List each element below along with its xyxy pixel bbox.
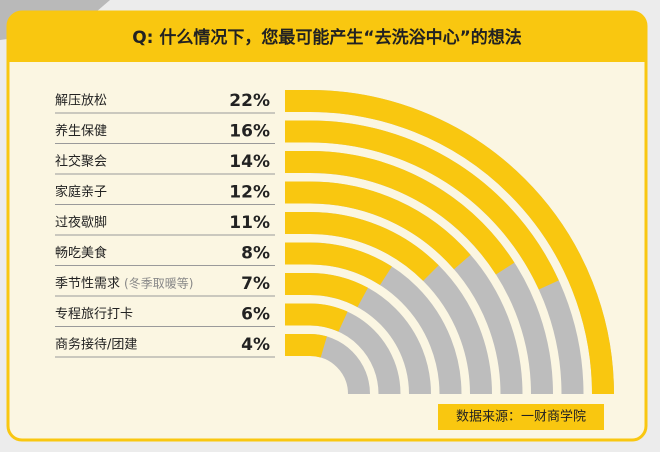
source: 数据来源：一财商学院 (456, 409, 586, 425)
ring-bar (285, 242, 392, 286)
category-note: (冬季取暖等) (124, 276, 193, 291)
value-label: 14% (229, 152, 270, 172)
source-box (438, 404, 604, 430)
ring-bar (285, 120, 559, 290)
category-label: 解压放松 (55, 94, 107, 109)
ring-bar (285, 90, 614, 395)
category-label: 养生保健 (55, 123, 107, 139)
value-label: 8% (241, 244, 270, 264)
value-label: 11% (229, 213, 270, 233)
category-label: 社交聚会 (55, 154, 107, 170)
category-label: 季节性需求 (55, 277, 120, 292)
category-label: 商务接待/团建 (55, 337, 137, 353)
ring-bar (285, 303, 348, 332)
value-label: 6% (241, 305, 270, 325)
category-label: 专程旅行打卡 (55, 307, 133, 322)
ring-bar (285, 151, 515, 275)
chart-title: Q: 什么情况下，您最可能产生“去洗浴中心”的想法 (132, 27, 522, 48)
ring-bar (285, 273, 368, 308)
value-label: 16% (229, 122, 270, 142)
category-label: 过夜歇脚 (55, 215, 107, 231)
category-label: 畅吃美食 (55, 245, 107, 261)
value-label: 12% (229, 183, 270, 203)
value-label: 22% (229, 91, 270, 111)
value-label: 4% (241, 335, 270, 355)
ring-bar (285, 181, 471, 270)
ring-bar (285, 333, 327, 358)
title-bar (8, 12, 646, 62)
ring-bar (285, 212, 439, 281)
category-label: 家庭亲子 (55, 184, 107, 200)
value-label: 7% (241, 274, 270, 294)
